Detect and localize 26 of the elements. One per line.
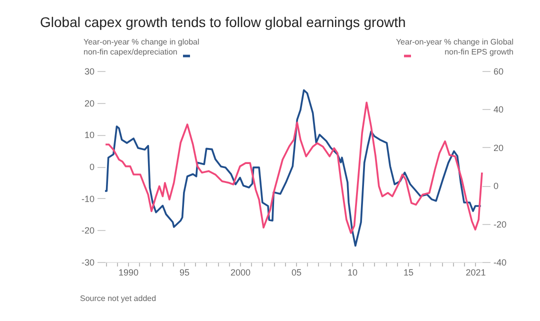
y2-tick-label: -20: [494, 219, 507, 230]
source-note: Source not yet added: [80, 294, 156, 303]
y-tick-label: -10: [81, 194, 94, 204]
x-tick-label: 95: [179, 268, 190, 278]
y-tick-label: -30: [81, 258, 94, 268]
x-tick-label: 2021: [466, 268, 486, 278]
chart-title: Global capex growth tends to follow global earnings growth: [40, 14, 406, 30]
y2-axis-title: Year-on-year % change in Global non-fin EPS growth: [396, 38, 514, 56]
y-tick-label: 0: [89, 162, 94, 172]
y2-tick-label: 60: [494, 66, 504, 76]
line-series: [104, 89, 482, 247]
y-tick-label: 30: [84, 66, 94, 76]
y2-tick-label: 40: [494, 104, 504, 115]
x-tick-label: 1990: [118, 268, 138, 278]
y-tick-label: -20: [81, 226, 94, 236]
y-tick-label: 10: [84, 130, 94, 140]
x-tick-label: 05: [292, 268, 302, 278]
x-tick-label: 15: [404, 268, 414, 278]
x-tick-label: 2000: [230, 268, 251, 278]
y2-tick-label: 0: [494, 181, 499, 192]
x-tick-label: 10: [348, 268, 358, 278]
line-series: [104, 102, 483, 234]
y2-tick-label: 20: [494, 142, 504, 153]
y-axis-title: Year-on-year % change in global non-fin capex/depreciation: [84, 38, 200, 56]
y2-tick-label: -40: [494, 258, 507, 268]
y-tick-label: 20: [84, 98, 94, 108]
